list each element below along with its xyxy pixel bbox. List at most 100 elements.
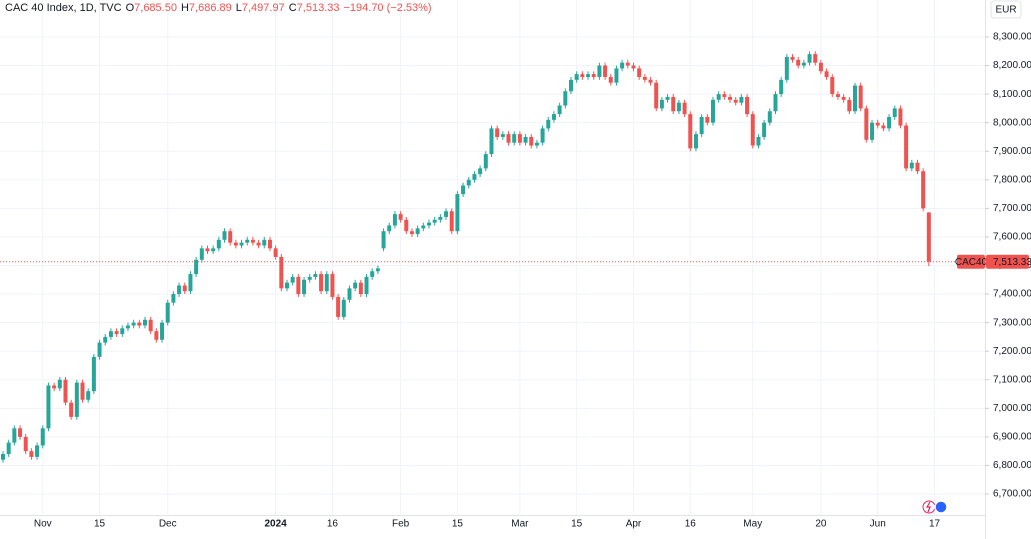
bottom-icons[interactable] <box>922 500 948 514</box>
x-tick-label: 20 <box>815 519 827 530</box>
candle-body <box>591 74 596 77</box>
candle-body <box>35 445 40 457</box>
candle-body <box>870 122 875 140</box>
candle-body <box>540 128 545 143</box>
y-tick-label: 7,800.00 <box>993 174 1031 185</box>
candle-body <box>381 231 386 249</box>
candle-body <box>483 154 488 169</box>
candle-body <box>444 211 449 217</box>
header-key: H <box>181 2 189 14</box>
candle-body <box>307 276 312 280</box>
y-tick-label: 7,200.00 <box>993 346 1031 357</box>
x-tick-label: 2024 <box>265 519 288 530</box>
candle-body <box>881 125 886 129</box>
candle-body <box>319 274 324 292</box>
candle-body <box>608 76 613 83</box>
candle-body <box>69 402 74 417</box>
candle-body <box>86 391 91 400</box>
candle-body <box>739 96 744 103</box>
candle-body <box>91 356 96 392</box>
candle-body <box>273 248 278 257</box>
candle-body <box>80 382 85 400</box>
candle-body <box>455 194 460 232</box>
candle-body <box>790 56 795 60</box>
candle-body <box>716 94 721 100</box>
candle-body <box>466 179 471 186</box>
candle-body <box>120 328 125 335</box>
candle-body <box>6 442 11 455</box>
y-tick-label: 7,900.00 <box>993 146 1031 157</box>
x-tick-label: Apr <box>626 519 642 530</box>
candle-body <box>824 71 829 77</box>
candle-body <box>478 168 483 175</box>
candle-body <box>12 428 17 443</box>
candle-body <box>557 105 562 115</box>
candle-body <box>841 96 846 100</box>
candle-body <box>74 382 79 417</box>
candle-body <box>353 282 358 289</box>
x-tick-label: 16 <box>685 519 697 530</box>
candle-body <box>642 76 647 80</box>
candle-body <box>779 79 784 95</box>
candle-body <box>904 125 909 169</box>
candle-body <box>551 114 556 120</box>
candle-body <box>506 134 511 143</box>
candle-body <box>864 108 869 140</box>
candle-body <box>682 102 687 115</box>
candle-body <box>818 62 823 72</box>
x-tick-label: Mar <box>511 519 529 530</box>
candle-body <box>756 136 761 146</box>
candle-body <box>597 65 602 77</box>
candle-body <box>921 171 926 209</box>
header-key: C <box>289 2 297 14</box>
candle-body <box>915 162 920 172</box>
x-tick-label: Feb <box>392 519 410 530</box>
series-name: CAC40 <box>955 257 988 268</box>
candle-body <box>233 242 238 246</box>
candle-body <box>648 79 653 83</box>
candle-body <box>330 274 335 297</box>
candle-body <box>40 428 45 446</box>
candle-body <box>523 136 528 143</box>
candle-body <box>182 285 187 292</box>
candle-body <box>438 216 443 220</box>
candle-body <box>125 325 130 329</box>
candle-body <box>693 134 698 149</box>
icon-event[interactable] <box>934 500 948 514</box>
candle-body <box>114 331 119 335</box>
x-tick-label: 15 <box>452 519 464 530</box>
candle-body <box>290 276 295 283</box>
candle-body <box>23 436 28 452</box>
y-tick-label: 8,100.00 <box>993 89 1031 100</box>
y-tick-label: 8,300.00 <box>993 32 1031 43</box>
candle-body <box>57 379 62 389</box>
candle-body <box>398 214 403 220</box>
candle-body <box>427 222 431 226</box>
candle-body <box>341 299 346 317</box>
candle-body <box>835 94 840 97</box>
x-tick-label: 16 <box>327 519 339 530</box>
candle-body <box>722 94 727 97</box>
candle-body <box>154 331 159 340</box>
currency-box[interactable] <box>990 0 1022 19</box>
header-value: 7,513.33 <box>297 2 340 14</box>
candle-body <box>801 62 806 66</box>
header: CAC 40 Index, 1D, TVC O7,685.50 H7,686.89 L… <box>5 2 432 14</box>
header-value: 7,685.50 <box>134 2 177 14</box>
y-tick-label: 7,400.00 <box>993 289 1031 300</box>
candle-body <box>659 99 664 109</box>
candle-body <box>432 219 437 223</box>
candle-body <box>813 54 818 63</box>
candle-body <box>250 239 255 243</box>
candle-body <box>267 239 272 249</box>
candle-body <box>898 108 903 126</box>
candle-body <box>415 228 420 235</box>
candle-body <box>489 128 494 155</box>
candle-body <box>705 116 710 123</box>
candle-body <box>762 122 767 137</box>
candle-body <box>926 212 931 262</box>
candle-body <box>347 288 352 300</box>
candle-body <box>580 74 585 77</box>
candle-body <box>262 239 267 246</box>
